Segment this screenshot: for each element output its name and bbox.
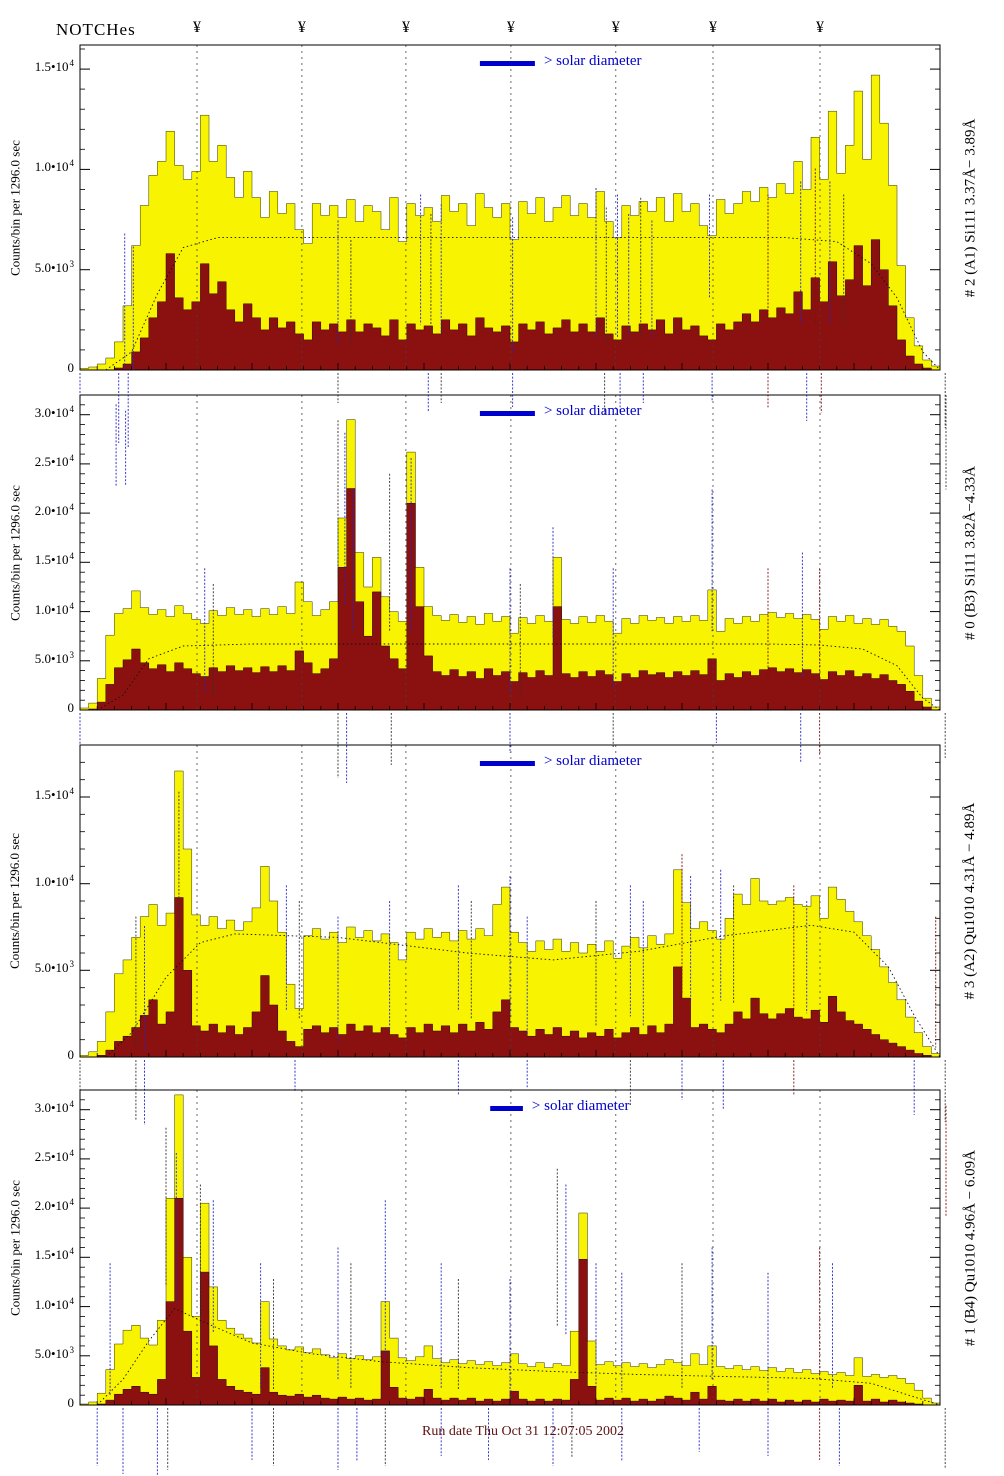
envelope-curve <box>105 924 941 1058</box>
y-tick-label: 2.0•104 <box>34 502 74 519</box>
y-tick-label: 1.0•104 <box>34 600 74 617</box>
y-tick-label: 5.0•103 <box>34 959 74 976</box>
y-tick-label: 1.5•104 <box>34 58 74 75</box>
run-date-text: Run date Thu Oct 31 12:07:05 2002 <box>422 1424 624 1439</box>
y-tick-label: 5.0•103 <box>34 1344 74 1361</box>
y-tick-label: 5.0•103 <box>34 649 74 666</box>
panel-right-label: # 2 (A1) Si111 3.37Å− 3.89Å <box>962 118 978 297</box>
notch-marker: ¥ <box>192 19 201 36</box>
y-tick-label: 5.0•103 <box>34 258 74 275</box>
solar-diameter-bar <box>479 61 535 66</box>
y-tick-label: 0 <box>67 1395 75 1410</box>
y-tick-label: 1.0•104 <box>34 1295 74 1312</box>
y-tick-label: 2.5•104 <box>34 452 74 469</box>
y-tick-label: 3.0•104 <box>34 1098 74 1115</box>
notch-marker: ¥ <box>611 19 620 36</box>
panel-right-label: # 1 (B4) Qu1010 4.96Å − 6.09Å <box>962 1149 978 1346</box>
y-axis-title: Counts/bin per 1296.0 sec <box>7 139 22 276</box>
y-tick-label: 0 <box>67 1047 75 1062</box>
y-tick-label: 1.5•104 <box>34 1246 74 1263</box>
y-tick-label: 1.0•104 <box>34 158 74 175</box>
notch-marker: ¥ <box>506 19 515 36</box>
solar-diameter-bar <box>479 761 535 766</box>
notch-marker: ¥ <box>297 19 306 36</box>
y-tick-label: 0 <box>67 700 75 715</box>
y-axis-title: Counts/bin per 1296.0 sec <box>7 484 22 621</box>
notch-marker: ¥ <box>816 19 825 36</box>
y-tick-label: 1.5•104 <box>34 786 74 802</box>
solar-diameter-label: > solar diameter <box>531 1098 630 1114</box>
y-tick-label: 0 <box>67 360 75 375</box>
envelope-curve <box>96 643 941 711</box>
notches-heading: NOTCHes <box>56 20 136 39</box>
notch-marker: ¥ <box>401 19 410 36</box>
solar-diameter-bar <box>479 411 535 416</box>
total-histogram <box>79 74 941 371</box>
y-tick-label: 1.0•104 <box>34 872 74 889</box>
solar-diameter-bar <box>490 1106 523 1111</box>
solar-diameter-label: > solar diameter <box>543 403 642 419</box>
notch-marker: ¥ <box>708 19 717 36</box>
y-axis-title: Counts/bin per 1296.0 sec <box>7 1179 22 1316</box>
background-histogram <box>80 239 940 371</box>
y-tick-label: 2.5•104 <box>34 1147 74 1164</box>
y-tick-label: 1.5•104 <box>34 551 74 568</box>
panel-right-label: # 0 (B3) Si111 3.82Å−4.33Å <box>962 465 978 640</box>
solar-diameter-label: > solar diameter <box>543 53 642 69</box>
background-histogram <box>80 897 940 1058</box>
y-axis-title: Counts/bin per 1296.0 sec <box>7 833 22 969</box>
solar-diameter-label: > solar diameter <box>543 753 642 769</box>
y-tick-label: 3.0•104 <box>34 403 74 420</box>
envelope-curve <box>96 1307 941 1406</box>
panel-right-label: # 3 (A2) Qu1010 4.31Å − 4.89Å <box>962 802 978 1000</box>
y-tick-label: 2.0•104 <box>34 1197 74 1214</box>
